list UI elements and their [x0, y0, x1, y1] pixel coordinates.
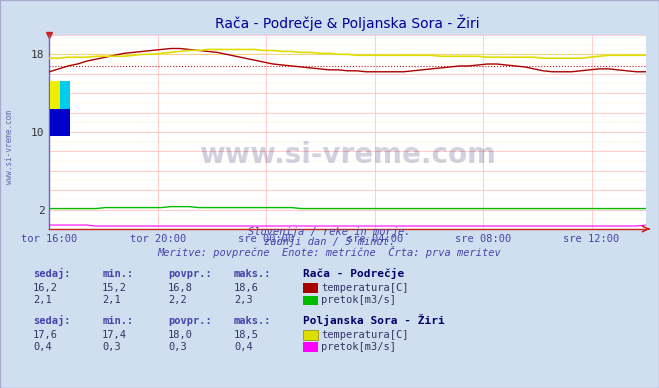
- Text: 2,3: 2,3: [234, 295, 252, 305]
- Text: temperatura[C]: temperatura[C]: [321, 283, 409, 293]
- Text: 0,3: 0,3: [168, 342, 186, 352]
- Text: Meritve: povprečne  Enote: metrične  Črta: prva meritev: Meritve: povprečne Enote: metrične Črta:…: [158, 246, 501, 258]
- Text: 17,4: 17,4: [102, 329, 127, 340]
- Text: 0,4: 0,4: [33, 342, 51, 352]
- Text: 16,2: 16,2: [33, 283, 58, 293]
- Text: povpr.:: povpr.:: [168, 316, 212, 326]
- Text: 15,2: 15,2: [102, 283, 127, 293]
- Text: 2,1: 2,1: [102, 295, 121, 305]
- Text: zadnji dan / 5 minut.: zadnji dan / 5 minut.: [264, 237, 395, 247]
- Text: Slovenija / reke in morje.: Slovenija / reke in morje.: [248, 227, 411, 237]
- Text: 16,8: 16,8: [168, 283, 193, 293]
- Bar: [51, 81, 70, 109]
- Text: maks.:: maks.:: [234, 316, 272, 326]
- Bar: [61, 81, 71, 109]
- Text: 18,0: 18,0: [168, 329, 193, 340]
- Text: 2,2: 2,2: [168, 295, 186, 305]
- Bar: [51, 109, 70, 136]
- Text: Rača - Podrečje: Rača - Podrečje: [303, 268, 405, 279]
- Text: temperatura[C]: temperatura[C]: [321, 329, 409, 340]
- Text: 2,1: 2,1: [33, 295, 51, 305]
- Text: povpr.:: povpr.:: [168, 269, 212, 279]
- Text: sedaj:: sedaj:: [33, 268, 71, 279]
- Title: Rača - Podrečje & Poljanska Sora - Žiri: Rača - Podrečje & Poljanska Sora - Žiri: [215, 14, 480, 31]
- Text: min.:: min.:: [102, 269, 133, 279]
- Text: pretok[m3/s]: pretok[m3/s]: [321, 295, 396, 305]
- Text: 18,6: 18,6: [234, 283, 259, 293]
- Text: 18,5: 18,5: [234, 329, 259, 340]
- Text: www.si-vreme.com: www.si-vreme.com: [5, 111, 14, 184]
- Text: Poljanska Sora - Žiri: Poljanska Sora - Žiri: [303, 314, 445, 326]
- Text: pretok[m3/s]: pretok[m3/s]: [321, 342, 396, 352]
- Text: min.:: min.:: [102, 316, 133, 326]
- Text: www.si-vreme.com: www.si-vreme.com: [199, 141, 496, 169]
- Text: maks.:: maks.:: [234, 269, 272, 279]
- Text: 0,3: 0,3: [102, 342, 121, 352]
- Text: 17,6: 17,6: [33, 329, 58, 340]
- Text: 0,4: 0,4: [234, 342, 252, 352]
- Text: sedaj:: sedaj:: [33, 315, 71, 326]
